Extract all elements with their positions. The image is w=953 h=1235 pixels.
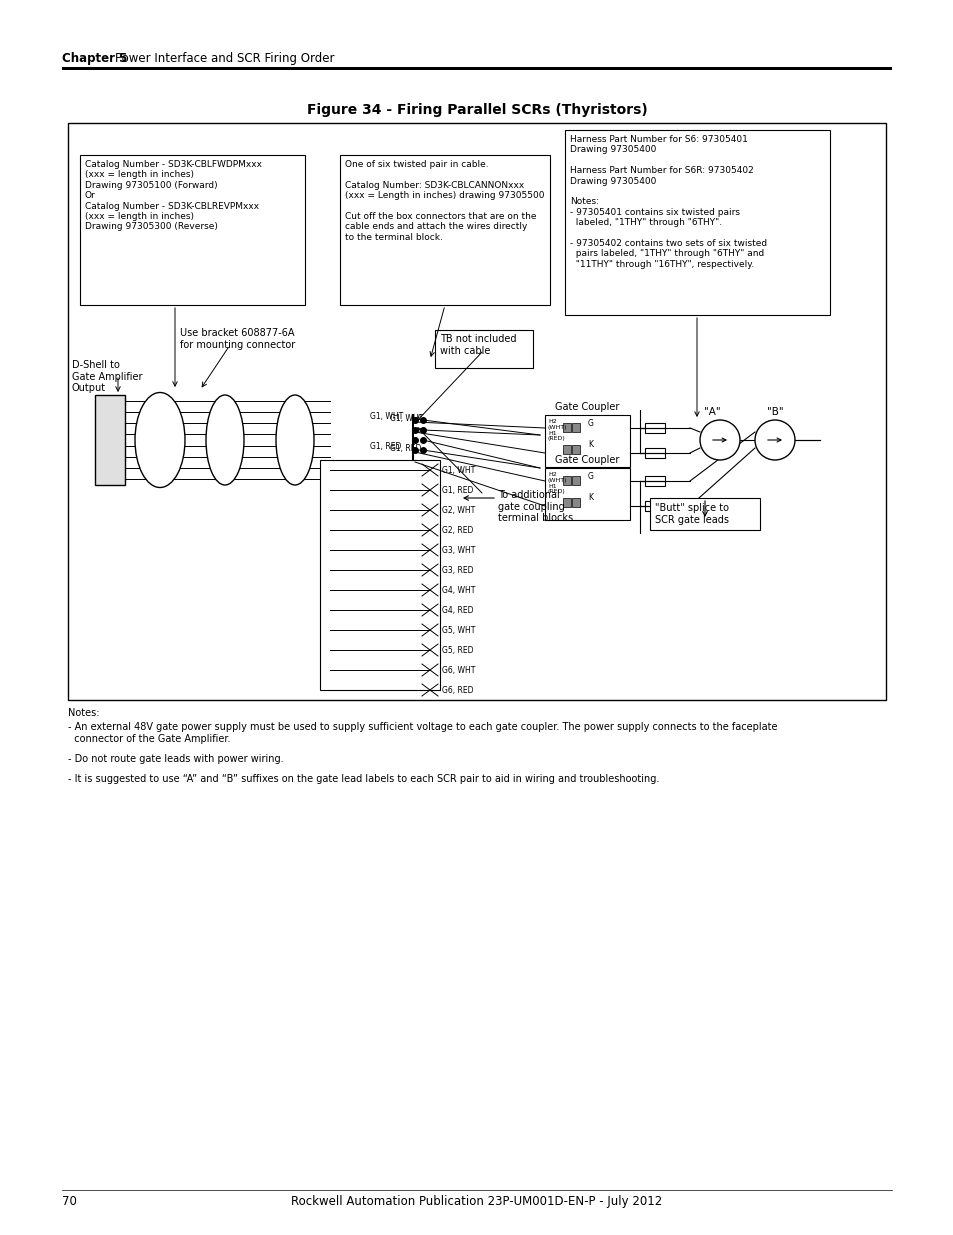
Text: G1, WHT: G1, WHT <box>370 411 403 420</box>
Text: TB not included
with cable: TB not included with cable <box>439 333 516 356</box>
Bar <box>339 156 550 305</box>
Text: Figure 34 - Firing Parallel SCRs (Thyristors): Figure 34 - Firing Parallel SCRs (Thyris… <box>306 103 647 117</box>
Bar <box>435 330 533 368</box>
Text: Use bracket 608877-6A
for mounting connector: Use bracket 608877-6A for mounting conne… <box>180 329 294 350</box>
Bar <box>649 498 760 530</box>
Text: G4, RED: G4, RED <box>441 605 473 615</box>
Text: Rockwell Automation Publication 23P-UM001D-EN-P - July 2012: Rockwell Automation Publication 23P-UM00… <box>291 1195 662 1208</box>
Text: G3, WHT: G3, WHT <box>441 546 475 555</box>
Text: G

K: G K <box>587 419 594 448</box>
Text: G1, WHT: G1, WHT <box>390 414 423 422</box>
Text: "A": "A" <box>703 408 720 417</box>
Text: G6, RED: G6, RED <box>441 685 473 694</box>
Text: G1, WHT: G1, WHT <box>441 466 475 474</box>
Bar <box>572 424 579 432</box>
Text: Harness Part Number for S6: 97305401
Drawing 97305400

Harness Part Number for S: Harness Part Number for S6: 97305401 Dra… <box>569 135 766 269</box>
Bar <box>544 415 629 467</box>
Text: One of six twisted pair in cable.

Catalog Number: SD3K-CBLCANNONxxx
(xxx = Leng: One of six twisted pair in cable. Catalo… <box>345 161 544 242</box>
Text: G1, RED: G1, RED <box>441 485 473 494</box>
Ellipse shape <box>275 395 314 485</box>
Text: H2
(WHT)
H1
(RED): H2 (WHT) H1 (RED) <box>547 472 567 494</box>
Bar <box>80 156 305 305</box>
Bar <box>572 445 579 454</box>
Text: G1, RED: G1, RED <box>370 442 401 452</box>
Text: Catalog Number - SD3K-CBLFWDPMxxx
(xxx = length in inches)
Drawing 97305100 (For: Catalog Number - SD3K-CBLFWDPMxxx (xxx =… <box>85 161 262 231</box>
Text: - It is suggested to use “A” and “B” suffixes on the gate lead labels to each SC: - It is suggested to use “A” and “B” suf… <box>68 774 659 784</box>
Bar <box>572 498 579 508</box>
Circle shape <box>700 420 740 459</box>
Bar <box>562 498 571 508</box>
Bar <box>319 459 439 690</box>
Text: G1, RED: G1, RED <box>390 443 421 452</box>
Text: 70: 70 <box>62 1195 77 1208</box>
Text: Power Interface and SCR Firing Order: Power Interface and SCR Firing Order <box>115 52 335 65</box>
Text: G6, WHT: G6, WHT <box>441 666 475 674</box>
Bar <box>544 468 629 520</box>
Text: "B": "B" <box>766 408 782 417</box>
Text: G4, WHT: G4, WHT <box>441 585 475 594</box>
Text: G3, RED: G3, RED <box>441 566 473 574</box>
Text: H2
(WHT)
H1
(RED): H2 (WHT) H1 (RED) <box>547 419 567 441</box>
Bar <box>95 395 125 485</box>
Ellipse shape <box>135 393 185 488</box>
Bar <box>62 67 891 70</box>
Bar <box>564 130 829 315</box>
Circle shape <box>754 420 794 459</box>
Text: - An external 48V gate power supply must be used to supply sufficient voltage to: - An external 48V gate power supply must… <box>68 722 777 732</box>
Bar <box>562 424 571 432</box>
Text: G5, RED: G5, RED <box>441 646 473 655</box>
Bar <box>68 124 885 700</box>
Text: - Do not route gate leads with power wiring.: - Do not route gate leads with power wir… <box>68 755 283 764</box>
Bar <box>644 501 664 511</box>
Text: "Butt" splice to
SCR gate leads: "Butt" splice to SCR gate leads <box>655 503 728 525</box>
Bar <box>562 445 571 454</box>
Bar <box>562 475 571 485</box>
Text: Gate Coupler: Gate Coupler <box>555 403 618 412</box>
Text: G5, WHT: G5, WHT <box>441 625 475 635</box>
Bar <box>644 475 664 487</box>
Bar <box>644 448 664 458</box>
Text: G2, RED: G2, RED <box>441 526 473 535</box>
Text: To additional
gate coupling
terminal blocks: To additional gate coupling terminal blo… <box>497 490 573 524</box>
Text: G

K: G K <box>587 472 594 501</box>
Text: connector of the Gate Amplifier.: connector of the Gate Amplifier. <box>68 734 231 743</box>
Bar <box>644 424 664 433</box>
Text: D-Shell to
Gate Amplifier
Output: D-Shell to Gate Amplifier Output <box>71 359 142 393</box>
Text: Gate Coupler: Gate Coupler <box>555 454 618 466</box>
Text: Chapter 5: Chapter 5 <box>62 52 128 65</box>
Text: G2, WHT: G2, WHT <box>441 505 475 515</box>
Text: Notes:: Notes: <box>68 708 99 718</box>
Ellipse shape <box>206 395 244 485</box>
Bar <box>572 475 579 485</box>
